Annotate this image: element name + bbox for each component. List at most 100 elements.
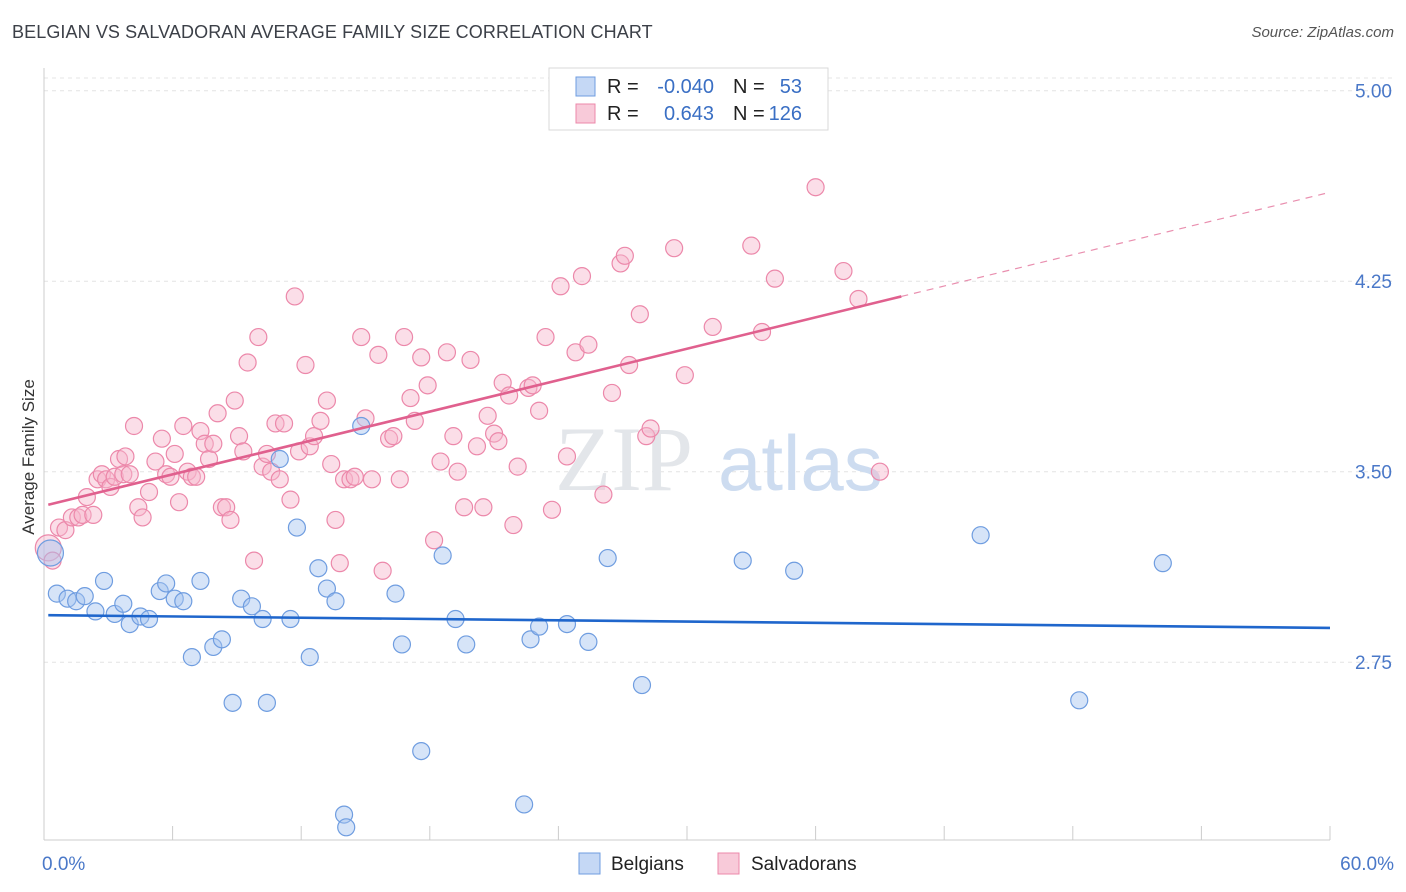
salvadorans-point-39	[221, 510, 240, 530]
belgians-point-3	[67, 592, 86, 611]
belgians-point-26	[281, 609, 300, 629]
belgians-point-29	[309, 559, 328, 578]
belgians-point-11	[139, 609, 159, 629]
salvadorans-point-80	[431, 452, 450, 471]
salvadorans-point-97	[530, 401, 549, 420]
salvadorans-point-103	[572, 267, 592, 286]
salvadorans-point-15	[114, 465, 133, 484]
legend-r-label-1: R =	[607, 76, 639, 98]
salvadorans-point-82	[444, 427, 463, 446]
y-axis-title: Average Family Size	[19, 379, 38, 535]
salvadorans-point-62	[330, 554, 349, 573]
salvadorans-point-68	[362, 470, 382, 489]
legend-n-value-salvadorans: 126	[769, 103, 802, 125]
belgians-point-35	[386, 584, 405, 603]
belgians-point-27	[287, 518, 307, 537]
belgians-point-28	[300, 648, 319, 667]
belgians-point-1	[47, 584, 66, 603]
salvadorans-point-93	[504, 515, 523, 535]
y-tick-labels: 2.75 3.50 4.25 5.00	[1355, 82, 1392, 675]
belgians-point-50	[971, 526, 990, 545]
watermark-atlas: atlas	[718, 419, 883, 507]
bottom-legend-label-belgians: Belgians	[611, 854, 684, 875]
belgians-point-47	[632, 675, 652, 695]
salvadorans-point-122	[870, 462, 890, 481]
chart-source: Source: ZipAtlas.com	[1251, 24, 1394, 41]
salvadorans-point-55	[296, 355, 315, 375]
salvadorans-point-58	[311, 411, 330, 430]
salvadorans-point-72	[384, 427, 403, 446]
x-tick-label-max: 60.0%	[1340, 854, 1394, 875]
salvadorans-point-40	[225, 391, 244, 410]
belgians-point-43	[530, 617, 549, 636]
salvadorans-point-112	[641, 419, 660, 438]
salvadorans-point-105	[594, 485, 613, 504]
salvadorans-point-81	[437, 343, 457, 362]
belgians-point-48	[733, 551, 752, 570]
salvadorans-point-113	[665, 239, 684, 258]
belgians-points	[36, 416, 1172, 837]
salvadorans-point-115	[703, 317, 722, 337]
salvadorans-point-108	[615, 246, 634, 265]
salvadorans-point-85	[461, 350, 480, 370]
legend-swatch-salvadorans	[575, 103, 596, 124]
salvadorans-point-119	[806, 178, 825, 197]
salvadorans-point-27	[169, 493, 189, 512]
belgians-point-40	[457, 635, 476, 654]
axes	[43, 68, 1331, 841]
salvadorans-trend-extension	[901, 191, 1331, 298]
belgians-point-52	[1153, 554, 1172, 573]
legend-n-value-belgians: 53	[780, 76, 802, 98]
belgians-point-36	[392, 635, 412, 654]
belgians-point-42	[521, 630, 540, 649]
belgians-point-13	[157, 574, 176, 593]
legend-n-label-1: N =	[733, 76, 765, 98]
belgians-point-19	[212, 630, 231, 649]
y-tick-label-3: 5.00	[1355, 82, 1392, 103]
salvadorans-point-116	[742, 236, 761, 255]
salvadorans-point-43	[238, 353, 257, 372]
belgians-point-8	[114, 594, 133, 613]
belgians-point-23	[253, 609, 272, 629]
y-tick-label-1: 3.50	[1355, 463, 1392, 484]
salvadorans-point-53	[285, 287, 304, 306]
salvadorans-point-79	[424, 531, 444, 550]
salvadorans-point-110	[630, 305, 649, 324]
belgians-point-17	[191, 571, 210, 591]
salvadorans-trend-line	[47, 295, 902, 506]
salvadorans-point-61	[326, 510, 345, 530]
belgians-point-20	[223, 693, 242, 712]
salvadorans-point-8	[84, 505, 103, 524]
belgians-point-30	[317, 579, 337, 598]
salvadorans-point-30	[182, 467, 201, 486]
belgians-point-0	[36, 539, 65, 567]
salvadorans-point-87	[474, 498, 493, 517]
salvadorans-point-45	[249, 327, 268, 347]
legend-r-label-2: R =	[607, 103, 639, 125]
salvadorans-point-83	[448, 462, 467, 481]
salvadorans-point-74	[394, 327, 414, 347]
salvadorans-point-90	[489, 432, 508, 451]
belgians-point-12	[150, 581, 169, 601]
salvadorans-point-18	[124, 416, 144, 436]
legend-r-value-salvadorans: 0.643	[664, 103, 714, 125]
x-tick-label-min: 0.0%	[42, 854, 85, 875]
salvadorans-point-50	[270, 470, 289, 489]
salvadorans-point-77	[412, 348, 431, 367]
belgians-point-44	[557, 614, 577, 634]
salvadorans-point-98	[536, 327, 555, 347]
legend-r-value-belgians: -0.040	[657, 76, 714, 98]
salvadorans-point-101	[557, 447, 577, 466]
salvadorans-point-22	[146, 452, 165, 471]
belgians-point-4	[75, 587, 94, 606]
salvadorans-point-20	[133, 508, 152, 527]
salvadorans-point-44	[244, 551, 264, 570]
salvadorans-point-70	[373, 561, 392, 580]
salvadorans-point-6	[73, 505, 92, 524]
legend-n-label-2: N =	[733, 103, 765, 125]
salvadorans-point-86	[467, 437, 487, 456]
belgians-point-41	[515, 795, 534, 814]
bottom-legend-swatch-belgians	[578, 852, 601, 875]
